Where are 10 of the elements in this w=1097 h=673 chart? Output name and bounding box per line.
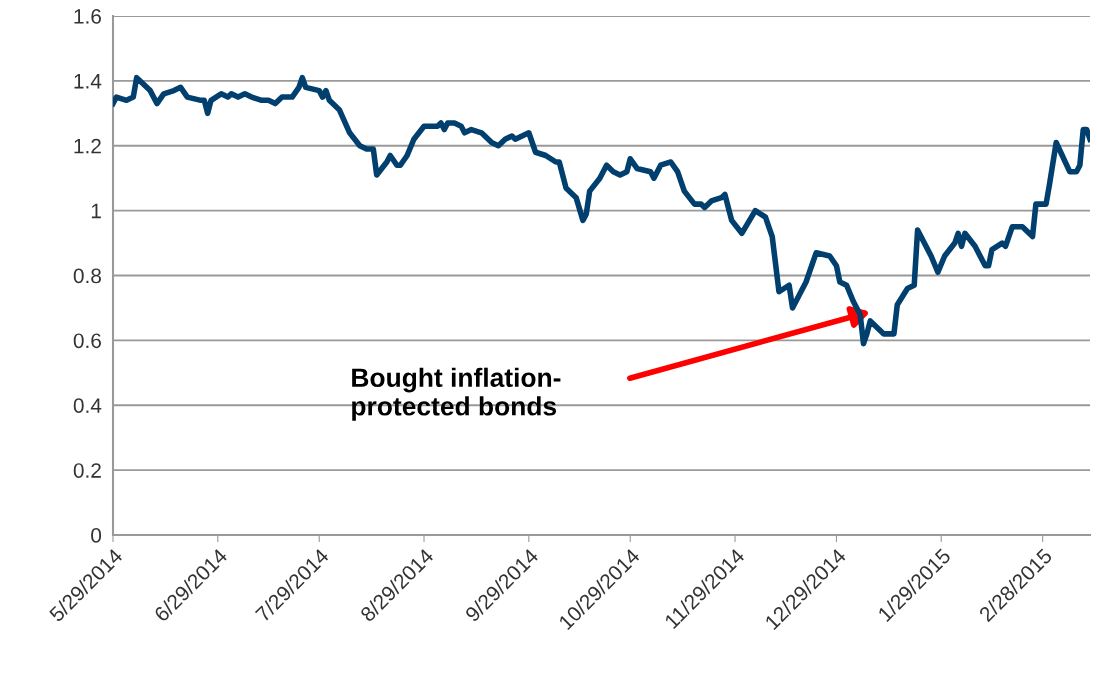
y-tick-label: 0.4 bbox=[73, 398, 102, 413]
y-tick-label: 0 bbox=[91, 528, 102, 543]
y-tick-label: 1.6 bbox=[74, 9, 101, 24]
y-tick-label: 0.2 bbox=[73, 463, 101, 478]
y-tick-label: 0.8 bbox=[73, 268, 101, 284]
y-tick-label: 1.4 bbox=[74, 74, 102, 89]
y-tick-label: 0.6 bbox=[73, 333, 101, 349]
y-tick-label: 1.2 bbox=[74, 138, 101, 154]
annotation: Bought inflation- protected bonds bbox=[352, 367, 561, 421]
y-tick-label: 1 bbox=[91, 203, 101, 219]
